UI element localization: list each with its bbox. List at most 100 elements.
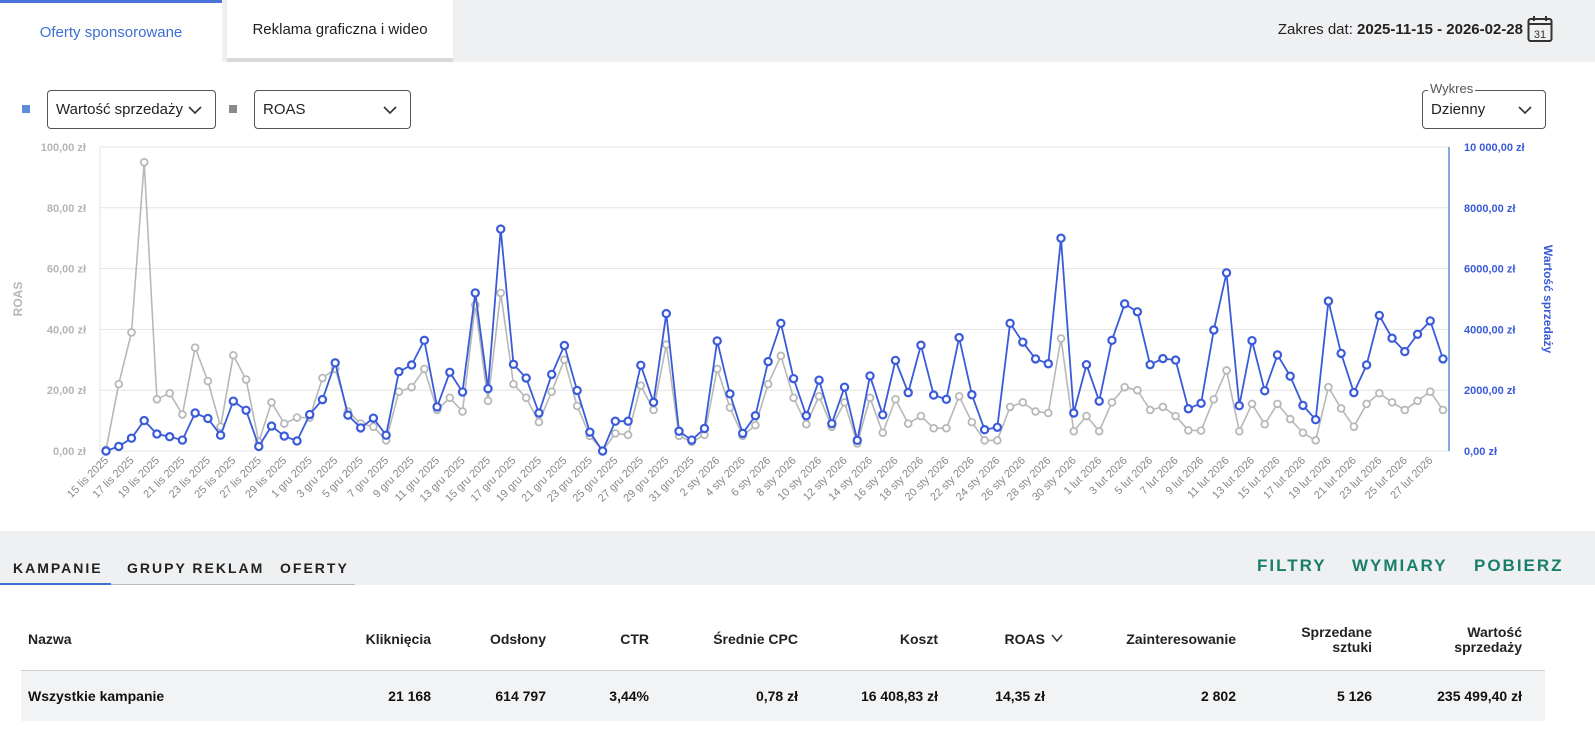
secondary-metric-value: ROAS: [263, 101, 306, 118]
secondary-series-legend-swatch: [229, 105, 237, 113]
sort-descending-icon[interactable]: [1051, 633, 1063, 643]
column-header-sales-value-line1[interactable]: Wartość: [1467, 624, 1522, 640]
data-point-roas: [1285, 414, 1295, 424]
chart-mode-select[interactable]: Dzienny: [1422, 90, 1546, 129]
data-point-sales-value: [928, 390, 939, 400]
total-row-name: Wszystkie kampanie: [28, 688, 165, 704]
data-point-roas: [980, 436, 989, 445]
download-button[interactable]: POBIERZ: [1474, 556, 1564, 575]
column-header-avg-cpc[interactable]: Średnie CPC: [713, 631, 798, 647]
date-range-label: Zakres dat:: [1277, 21, 1353, 38]
data-point-sales-value: [1361, 360, 1372, 370]
data-point-roas: [623, 430, 633, 440]
data-point-sales-value: [661, 308, 671, 319]
data-point-sales-value: [190, 408, 200, 418]
data-point-sales-value: [878, 410, 888, 420]
data-point-sales-value: [228, 396, 239, 406]
column-header-interest[interactable]: Zainteresowanie: [1126, 631, 1236, 647]
data-point-sales-value: [330, 358, 340, 368]
column-header-ctr[interactable]: CTR: [620, 631, 649, 647]
calendar-icon[interactable]: 31: [1527, 15, 1553, 43]
data-point-roas: [152, 395, 162, 404]
filters-button[interactable]: FILTRY: [1257, 556, 1327, 575]
data-point-roas: [1362, 399, 1371, 409]
data-point-roas: [954, 391, 964, 401]
column-header-clicks[interactable]: Kliknięcia: [365, 631, 431, 647]
tab-display-video-ads[interactable]: Reklama graficzna i wideo: [227, 0, 453, 62]
data-point-sales-value: [279, 431, 289, 441]
table-row: [21, 671, 1545, 721]
tab-display-video-ads-label: Reklama graficzna i wideo: [252, 20, 428, 38]
total-row-sold-units: 5 126: [1336, 688, 1372, 704]
secondary-metric-select[interactable]: ROAS: [254, 90, 411, 129]
series-line-sales-value: [105, 229, 1444, 453]
primary-metric-value: Wartość sprzedaży: [56, 101, 183, 118]
column-header-name[interactable]: Nazwa: [28, 631, 72, 647]
primary-metric-select[interactable]: Wartość sprzedaży: [47, 90, 216, 129]
tab-sponsored-offers[interactable]: Oferty sponsorowane: [0, 0, 222, 62]
data-point-sales-value: [648, 397, 659, 408]
data-point-roas: [878, 428, 888, 438]
y-right-tick-label: 10 000,00 zł: [1464, 142, 1525, 154]
data-point-roas: [229, 350, 238, 360]
data-point-roas: [1336, 404, 1346, 413]
active-tab-indicator: [0, 583, 111, 585]
data-point-roas: [903, 419, 913, 428]
column-header-sold-units-line2[interactable]: sztuki: [1332, 639, 1372, 655]
data-point-roas: [178, 410, 187, 419]
data-point-sales-value: [1043, 359, 1053, 369]
data-point-sales-value: [636, 360, 646, 370]
data-point-sales-value: [1349, 387, 1359, 398]
data-point-sales-value: [1081, 359, 1092, 370]
data-point-sales-value: [1438, 354, 1448, 364]
data-point-sales-value: [623, 416, 633, 426]
data-point-roas: [916, 411, 926, 421]
chevron-down-icon: [188, 106, 202, 115]
data-point-roas: [1438, 405, 1448, 415]
data-point-sales-value: [343, 410, 353, 420]
data-point-roas: [458, 407, 467, 416]
column-header-views[interactable]: Odsłony: [489, 631, 546, 647]
data-point-sales-value: [699, 423, 710, 434]
data-point-sales-value: [381, 430, 391, 440]
y-left-tick-label: 40,00 zł: [47, 324, 86, 336]
data-point-sales-value: [1336, 348, 1346, 359]
data-point-roas: [1056, 334, 1066, 343]
data-point-roas: [751, 420, 760, 430]
column-header-roas[interactable]: ROAS: [1004, 631, 1045, 647]
data-point-roas: [802, 419, 811, 429]
column-header-sales-value-line2[interactable]: sprzedaży: [1454, 639, 1522, 655]
data-point-sales-value: [546, 369, 557, 380]
tab-ad-groups[interactable]: GRUPY REKLAM: [127, 560, 265, 576]
data-point-roas: [483, 396, 493, 406]
data-point-roas: [534, 417, 544, 427]
tab-offers[interactable]: OFERTY: [280, 560, 349, 576]
data-point-roas: [420, 364, 429, 374]
data-point-sales-value: [687, 435, 697, 445]
data-point-roas: [763, 379, 773, 389]
column-header-sold-units-line1[interactable]: Sprzedane: [1301, 624, 1372, 640]
data-point-roas: [267, 398, 276, 407]
dimensions-button[interactable]: WYMIARY: [1352, 556, 1448, 575]
tab-campaigns[interactable]: KAMPANIE: [13, 560, 103, 576]
data-point-sales-value: [1374, 310, 1385, 321]
data-point-sales-value: [712, 336, 722, 346]
data-point-roas: [1260, 419, 1270, 429]
data-point-sales-value: [355, 423, 366, 433]
data-point-sales-value: [1221, 268, 1232, 278]
data-point-roas: [1158, 402, 1168, 412]
data-point-sales-value: [750, 411, 761, 421]
data-point-roas: [789, 393, 798, 403]
data-point-roas: [139, 157, 149, 167]
data-point-roas: [1222, 366, 1231, 375]
data-point-roas: [942, 423, 951, 433]
data-point-roas: [1171, 411, 1180, 421]
y-right-tick-label: 0,00 zł: [1464, 446, 1497, 458]
column-header-cost[interactable]: Koszt: [899, 631, 938, 647]
total-row-cost: 16 408,83 zł: [860, 688, 938, 704]
data-point-sales-value: [1400, 346, 1410, 357]
data-point-sales-value: [419, 335, 430, 346]
data-point-sales-value: [1298, 400, 1308, 411]
data-point-sales-value: [890, 355, 901, 366]
y-right-tick-label: 8000,00 zł: [1464, 203, 1515, 215]
